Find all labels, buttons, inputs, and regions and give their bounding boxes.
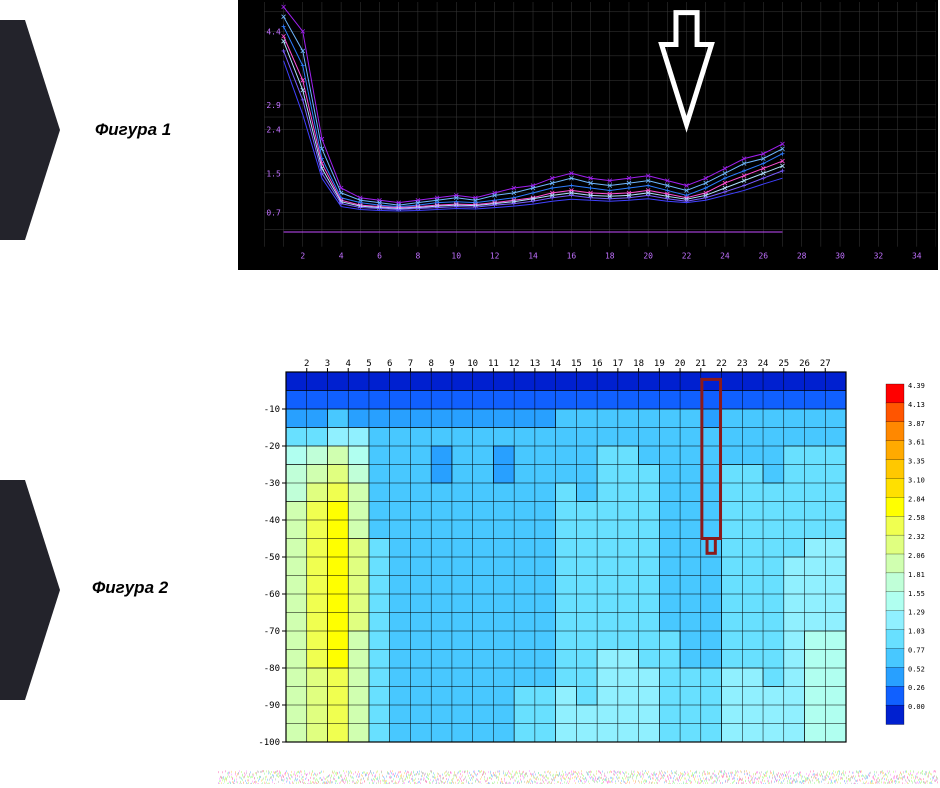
svg-text:2.4: 2.4 (266, 125, 281, 134)
svg-text:19: 19 (654, 359, 665, 369)
svg-text:3.10: 3.10 (908, 476, 925, 484)
svg-text:4: 4 (346, 359, 351, 369)
svg-text:-20: -20 (264, 442, 280, 452)
svg-text:25: 25 (778, 359, 789, 369)
svg-text:9: 9 (449, 359, 454, 369)
chevron-decor-bottom (0, 480, 60, 700)
svg-text:-40: -40 (264, 516, 280, 526)
svg-text:4.4: 4.4 (266, 27, 281, 36)
svg-text:6: 6 (387, 359, 392, 369)
svg-text:0.77: 0.77 (908, 646, 925, 654)
svg-text:1.5: 1.5 (266, 169, 281, 178)
svg-text:22: 22 (682, 252, 692, 261)
svg-text:17: 17 (612, 359, 623, 369)
svg-text:0.26: 0.26 (908, 684, 925, 692)
svg-text:2: 2 (304, 359, 309, 369)
chart2-heatmap: 2345678910111213141516171819202122232425… (238, 354, 938, 754)
svg-text:2.9: 2.9 (266, 101, 281, 110)
svg-text:26: 26 (758, 252, 768, 261)
svg-text:13: 13 (529, 359, 540, 369)
svg-text:2.58: 2.58 (908, 514, 925, 522)
figure1-label: Фигура 1 (95, 120, 171, 140)
svg-text:2.06: 2.06 (908, 552, 925, 560)
svg-text:24: 24 (758, 359, 769, 369)
svg-text:-80: -80 (264, 664, 280, 674)
svg-text:15: 15 (571, 359, 582, 369)
svg-text:2.84: 2.84 (908, 495, 925, 503)
svg-text:3.87: 3.87 (908, 420, 925, 428)
svg-text:14: 14 (550, 359, 561, 369)
svg-text:10: 10 (451, 252, 461, 261)
noise-strip (218, 770, 938, 784)
svg-text:3.61: 3.61 (908, 439, 925, 447)
svg-text:34: 34 (912, 252, 922, 261)
svg-text:0.00: 0.00 (908, 703, 925, 711)
svg-text:3: 3 (325, 359, 330, 369)
svg-text:8: 8 (415, 252, 420, 261)
svg-text:24: 24 (720, 252, 730, 261)
svg-text:27: 27 (820, 359, 831, 369)
svg-text:12: 12 (509, 359, 520, 369)
chevron-decor-top (0, 20, 60, 240)
svg-text:18: 18 (633, 359, 644, 369)
svg-text:21: 21 (695, 359, 706, 369)
svg-text:20: 20 (643, 252, 653, 261)
svg-text:-60: -60 (264, 590, 280, 600)
svg-text:16: 16 (592, 359, 603, 369)
svg-text:20: 20 (675, 359, 686, 369)
svg-text:11: 11 (488, 359, 499, 369)
svg-text:1.55: 1.55 (908, 590, 925, 598)
svg-text:30: 30 (835, 252, 845, 261)
svg-text:-70: -70 (264, 627, 280, 637)
svg-text:0.52: 0.52 (908, 665, 925, 673)
svg-text:-50: -50 (264, 553, 280, 563)
svg-text:6: 6 (377, 252, 382, 261)
svg-text:3.35: 3.35 (908, 458, 925, 466)
chart1-line-plot: 2468101214161820222426283032340.71.52.42… (238, 0, 938, 270)
svg-text:16: 16 (567, 252, 577, 261)
svg-text:8: 8 (428, 359, 433, 369)
svg-text:1.03: 1.03 (908, 628, 925, 636)
svg-text:4.13: 4.13 (908, 401, 925, 409)
svg-text:-90: -90 (264, 701, 280, 711)
svg-text:12: 12 (490, 252, 500, 261)
svg-text:2.32: 2.32 (908, 533, 925, 541)
svg-text:22: 22 (716, 359, 727, 369)
svg-text:7: 7 (408, 359, 413, 369)
svg-text:0.7: 0.7 (266, 208, 281, 217)
svg-text:2: 2 (300, 252, 305, 261)
svg-text:-10: -10 (264, 405, 280, 415)
page: Фигура 1 Фигура 2 2468101214161820222426… (0, 0, 940, 788)
svg-text:1.81: 1.81 (908, 571, 925, 579)
svg-text:23: 23 (737, 359, 748, 369)
svg-text:4: 4 (339, 252, 344, 261)
svg-text:5: 5 (366, 359, 371, 369)
svg-text:-100: -100 (258, 738, 280, 748)
svg-text:1.29: 1.29 (908, 609, 925, 617)
svg-text:26: 26 (799, 359, 810, 369)
svg-text:14: 14 (528, 252, 538, 261)
svg-text:18: 18 (605, 252, 615, 261)
svg-text:28: 28 (797, 252, 807, 261)
svg-text:32: 32 (874, 252, 884, 261)
svg-text:4.39: 4.39 (908, 382, 925, 390)
svg-text:-30: -30 (264, 479, 280, 489)
svg-text:10: 10 (467, 359, 478, 369)
figure2-label: Фигура 2 (92, 578, 168, 598)
